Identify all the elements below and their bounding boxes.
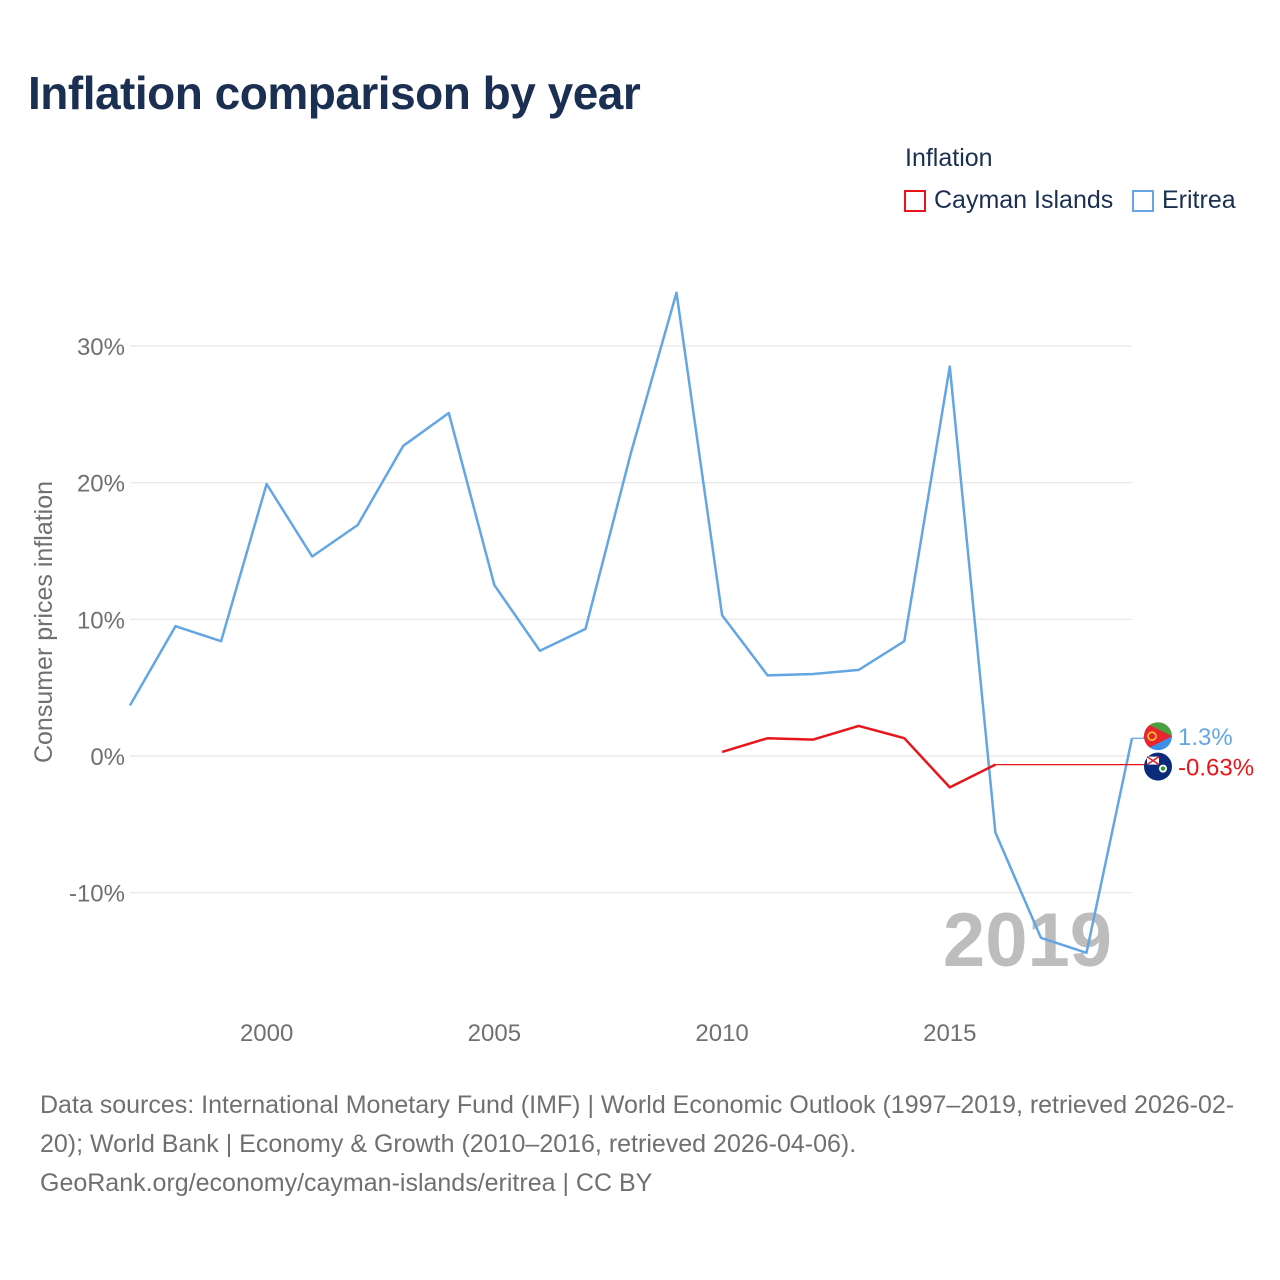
x-tick-label: 2010 (695, 1020, 748, 1047)
x-tick-label: 2005 (468, 1020, 521, 1047)
legend-label-cayman-islands: Cayman Islands (934, 186, 1114, 214)
cayman-islands-flag-icon (1144, 752, 1172, 781)
year-watermark: 2019 (943, 898, 1112, 983)
y-tick-label: 20% (77, 471, 125, 498)
y-tick-label: 30% (77, 334, 125, 361)
series-line-cayman-islands[interactable] (721, 724, 996, 789)
legend-label-eritrea: Eritrea (1162, 186, 1236, 214)
series-line-eritrea[interactable] (128, 291, 1134, 955)
legend-item-eritrea[interactable]: Eritrea (1132, 186, 1236, 215)
footer-link[interactable]: GeoRank.org/economy/cayman-islands/eritr… (40, 1169, 653, 1197)
legend-swatch-cayman-islands (904, 189, 926, 212)
y-tick-label: 10% (77, 607, 125, 634)
x-tick-label: 2015 (923, 1020, 976, 1047)
legend-item-cayman-islands[interactable]: Cayman Islands (904, 186, 1113, 215)
y-tick-label: -10% (69, 881, 125, 908)
x-tick-label: 2000 (240, 1020, 293, 1047)
y-tick-label: 0% (90, 744, 125, 771)
legend-swatch-eritrea (1132, 189, 1154, 212)
chart-title: Inflation comparison by year (28, 67, 641, 119)
footer: Data sources: International Monetary Fun… (40, 1086, 1250, 1203)
end-label-cayman-islands: -0.63% (1178, 755, 1254, 782)
line-chart: -10% 0% 10% 20% 30% 2000 2005 2010 2015 Consume… (30, 291, 1254, 1047)
y-axis-label: Consumer prices inflation (30, 481, 58, 763)
connector-eritrea (1132, 736, 1145, 739)
end-label-eritrea: 1.3% (1178, 724, 1233, 751)
eritrea-flag-icon (1144, 722, 1172, 751)
footer-sources: Data sources: International Monetary Fun… (40, 1091, 1235, 1158)
legend-title: Inflation (905, 144, 993, 172)
